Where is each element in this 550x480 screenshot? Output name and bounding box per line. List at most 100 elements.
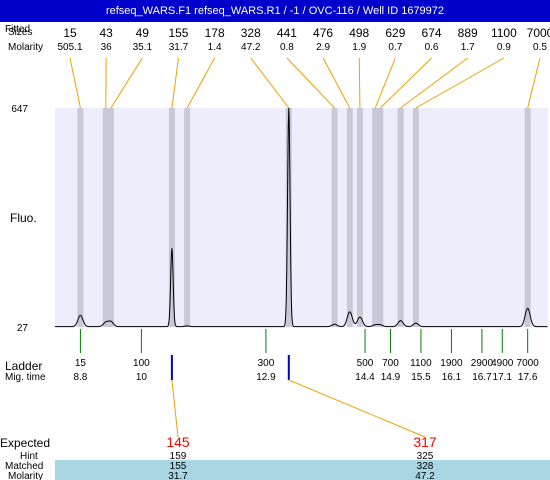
ladder-size-label: 500 bbox=[357, 358, 374, 369]
ladder-size-label: 300 bbox=[258, 358, 275, 369]
peak-band bbox=[331, 108, 338, 327]
fitted-molarity-label: 1.7 bbox=[461, 42, 475, 53]
fitted-size-label: 7000 bbox=[527, 26, 550, 40]
fitted-size-label: 178 bbox=[205, 26, 225, 40]
fitted-size-label: 476 bbox=[313, 26, 333, 40]
fitted-size-label: 15 bbox=[63, 26, 77, 40]
expected-value: 317 bbox=[413, 434, 437, 450]
peak-band bbox=[285, 108, 292, 327]
peak-band bbox=[184, 108, 191, 327]
peak-connector bbox=[286, 57, 335, 109]
fitted-molarity-label: 36 bbox=[101, 42, 113, 53]
matched-label: Matched bbox=[5, 461, 43, 472]
ladder-mig-time-label: 16.7 bbox=[472, 372, 492, 383]
matched-value: 328 bbox=[417, 461, 434, 472]
fitted-molarity-label: 47.2 bbox=[241, 42, 261, 53]
fluorescence-trace bbox=[55, 107, 548, 328]
peak-band bbox=[107, 108, 114, 327]
fitted-molarity-label: 0.5 bbox=[533, 42, 547, 53]
peak-band bbox=[412, 108, 419, 327]
ladder-mig-time-label: 14.4 bbox=[355, 372, 375, 383]
matched-table-bg bbox=[55, 460, 550, 480]
fitted-size-label: 328 bbox=[241, 26, 261, 40]
peak-connector bbox=[415, 57, 505, 109]
y-tick-max: 647 bbox=[11, 104, 28, 115]
matched-value: 155 bbox=[170, 461, 187, 472]
matched-molarity-value: 47.2 bbox=[415, 471, 435, 480]
ladder-mig-time-label: 17.6 bbox=[518, 372, 538, 383]
fitted-molarity-label: 31.7 bbox=[169, 42, 189, 53]
peak-band bbox=[377, 108, 384, 327]
peak-connector bbox=[171, 57, 179, 109]
peak-band bbox=[356, 108, 363, 327]
fitted-size-label: 155 bbox=[168, 26, 188, 40]
fitted-size-label: 43 bbox=[99, 26, 113, 40]
fitted-molarity-label: 0.7 bbox=[388, 42, 402, 53]
expected-connector bbox=[171, 379, 179, 438]
fitted-size-label: 49 bbox=[136, 26, 150, 40]
peak-connector bbox=[374, 57, 396, 109]
mig-time-label: Mig. time bbox=[5, 372, 46, 383]
peak-band bbox=[77, 108, 84, 327]
expected-connector bbox=[288, 379, 426, 438]
fitted-molarity-label: 1.4 bbox=[208, 42, 222, 53]
peak-band bbox=[346, 108, 353, 327]
hint-value: 159 bbox=[170, 451, 187, 462]
fitted-label: Fitted bbox=[5, 24, 30, 35]
y-axis-label: Fluo. bbox=[10, 211, 37, 225]
ladder-size-label: 1900 bbox=[440, 358, 463, 369]
fitted-size-label: 1100 bbox=[491, 26, 517, 40]
fitted-size-label: 889 bbox=[458, 26, 478, 40]
peak-band bbox=[102, 108, 109, 327]
peak-connector bbox=[322, 57, 351, 109]
fitted-molarity-label: 35.1 bbox=[133, 42, 153, 53]
ladder-size-label: 1100 bbox=[410, 358, 432, 369]
peak-connector bbox=[186, 57, 216, 109]
peak-band bbox=[397, 108, 404, 327]
molarity-label: Molarity bbox=[8, 42, 43, 53]
ladder-mig-time-label: 15.5 bbox=[411, 372, 431, 383]
fitted-molarity-label: 0.8 bbox=[280, 42, 294, 53]
ladder-mig-time-label: 14.9 bbox=[381, 372, 401, 383]
fitted-size-label: 441 bbox=[277, 26, 297, 40]
peak-band bbox=[524, 108, 531, 327]
ladder-mig-time-label: 8.8 bbox=[73, 372, 87, 383]
peak-connector bbox=[69, 57, 81, 109]
peak-connector bbox=[379, 57, 432, 109]
fitted-molarity-label: 0.6 bbox=[425, 42, 439, 53]
ladder-mig-time-label: 16.1 bbox=[442, 372, 462, 383]
ladder-mig-time-label: 12.9 bbox=[256, 372, 276, 383]
hint-value: 325 bbox=[417, 451, 434, 462]
fitted-size-label: 629 bbox=[385, 26, 405, 40]
ladder-size-label: 100 bbox=[133, 358, 150, 369]
peak-connector bbox=[110, 57, 143, 109]
hint-label: Hint bbox=[20, 451, 38, 462]
peak-band bbox=[372, 108, 379, 327]
plot-area bbox=[55, 108, 548, 327]
y-tick-min: 27 bbox=[17, 323, 29, 334]
sizes-label: Sizes bbox=[8, 27, 32, 38]
fitted-molarity-label: 505.1 bbox=[57, 42, 82, 53]
fitted-molarity-label: 0.9 bbox=[497, 42, 511, 53]
ladder-size-label: 7000 bbox=[517, 358, 540, 369]
ladder-size-label: 4900 bbox=[491, 358, 514, 369]
ladder-size-label: 15 bbox=[75, 358, 87, 369]
ladder-size-label: 2900 bbox=[471, 358, 494, 369]
molarity-bottom-label: Molarity bbox=[8, 471, 43, 480]
window-title: refseq_WARS.F1 refseq_WARS.R1 / -1 / OVC… bbox=[0, 0, 550, 22]
peak-connector bbox=[358, 57, 361, 109]
expected-label: Expected bbox=[0, 436, 50, 450]
fitted-size-label: 498 bbox=[349, 26, 369, 40]
peak-connector bbox=[400, 57, 468, 109]
fitted-size-label: 674 bbox=[422, 26, 442, 40]
expected-value: 145 bbox=[166, 434, 190, 450]
ladder-size-label: 700 bbox=[382, 358, 399, 369]
ladder-mig-time-label: 17.1 bbox=[493, 372, 513, 383]
peak-connector bbox=[250, 57, 290, 109]
ladder-label: Ladder bbox=[5, 359, 42, 373]
peak-band bbox=[168, 108, 175, 327]
fitted-molarity-label: 1.9 bbox=[352, 42, 366, 53]
fitted-molarity-label: 2.9 bbox=[316, 42, 330, 53]
peak-connector bbox=[527, 57, 541, 109]
